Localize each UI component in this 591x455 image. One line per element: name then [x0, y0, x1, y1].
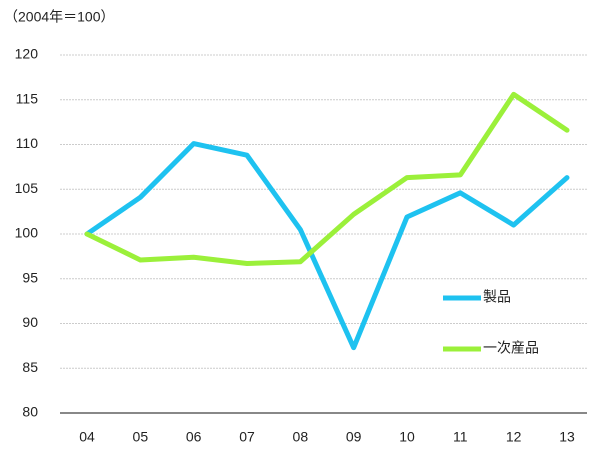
y-tick-label: 115 [16, 90, 39, 106]
legend-label: 一次産品 [483, 340, 539, 356]
series-line [84, 91, 570, 267]
y-axis-label: （2004年＝100） [4, 9, 115, 25]
x-tick-label: 11 [453, 429, 468, 445]
x-tick-label: 06 [186, 429, 202, 445]
x-tick-label: 07 [239, 429, 255, 445]
y-tick-label: 85 [22, 359, 38, 375]
x-tick-label: 10 [399, 429, 415, 445]
y-tick-label: 95 [22, 269, 38, 285]
y-tick-label: 110 [16, 135, 39, 151]
y-tick-label: 100 [15, 225, 39, 241]
series-line [84, 141, 570, 351]
x-tick-label: 04 [79, 429, 95, 445]
y-tick-label: 90 [22, 314, 38, 330]
y-tick-label: 105 [15, 180, 39, 196]
y-tick-label: 120 [15, 46, 39, 62]
x-tick-label: 12 [506, 429, 522, 445]
y-tick-label: 80 [22, 404, 38, 420]
legend-label: 製品 [483, 289, 511, 305]
x-tick-label: 13 [559, 429, 575, 445]
x-tick-label: 08 [293, 429, 309, 445]
x-tick-label: 09 [346, 429, 362, 445]
x-tick-label: 05 [133, 429, 149, 445]
